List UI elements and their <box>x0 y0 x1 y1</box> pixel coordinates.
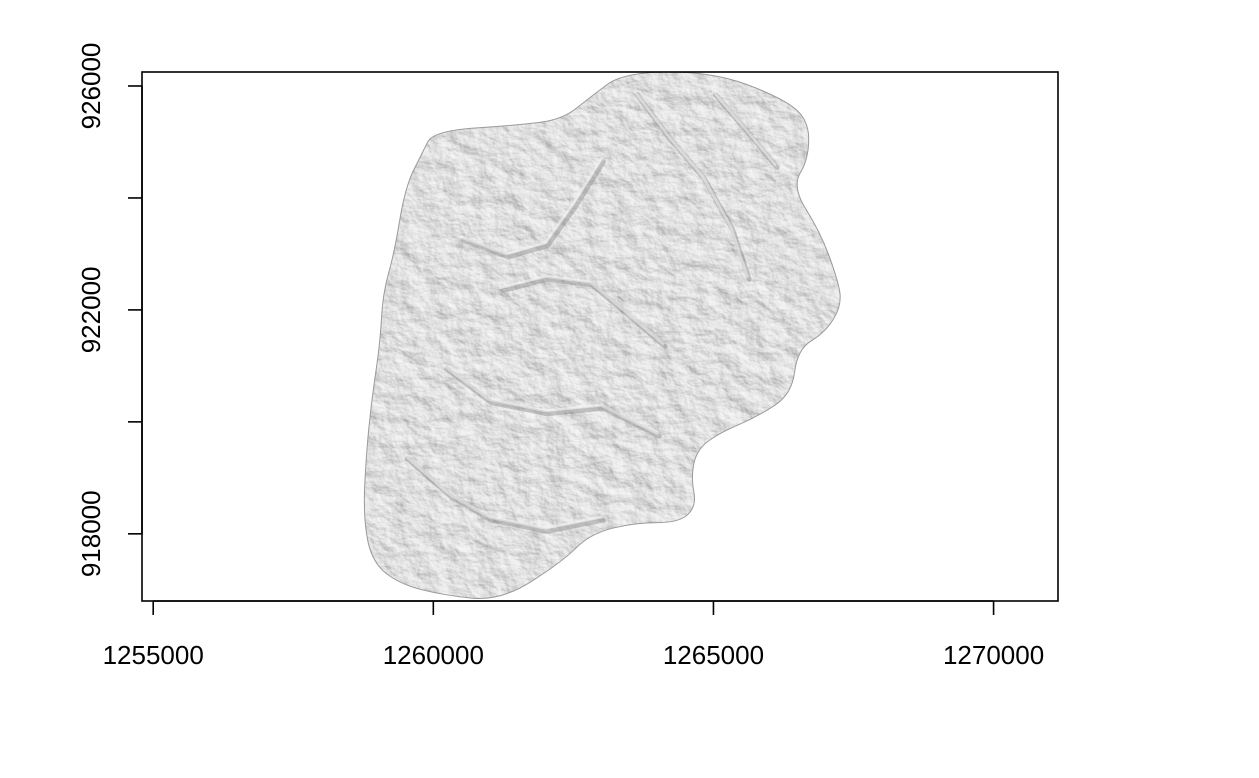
ridge-layer <box>403 90 780 534</box>
ridge-highlight-5 <box>711 90 777 166</box>
ridge-highlight-0 <box>499 274 665 345</box>
ridge-highlight-4 <box>633 90 749 278</box>
y-tick-label-4: 926000 <box>76 43 106 130</box>
x-tick-label-0: 1255000 <box>103 640 204 670</box>
x-tick-label-2: 1265000 <box>663 640 764 670</box>
x-axis: 1255000 1260000 1265000 1270000 <box>103 600 1044 670</box>
terrain-outline <box>363 71 841 600</box>
raster-area <box>364 72 841 599</box>
ridge-highlight-3 <box>403 454 603 530</box>
y-axis: 918000 922000 926000 <box>76 43 143 577</box>
ridge-highlight-2 <box>443 364 659 435</box>
x-tick-label-1: 1260000 <box>383 640 484 670</box>
x-tick-label-3: 1270000 <box>943 640 1044 670</box>
y-tick-label-0: 918000 <box>76 490 106 577</box>
ridge-shadow-1 <box>460 159 606 260</box>
y-tick-label-2: 922000 <box>76 267 106 354</box>
ridge-highlight-1 <box>459 157 603 256</box>
